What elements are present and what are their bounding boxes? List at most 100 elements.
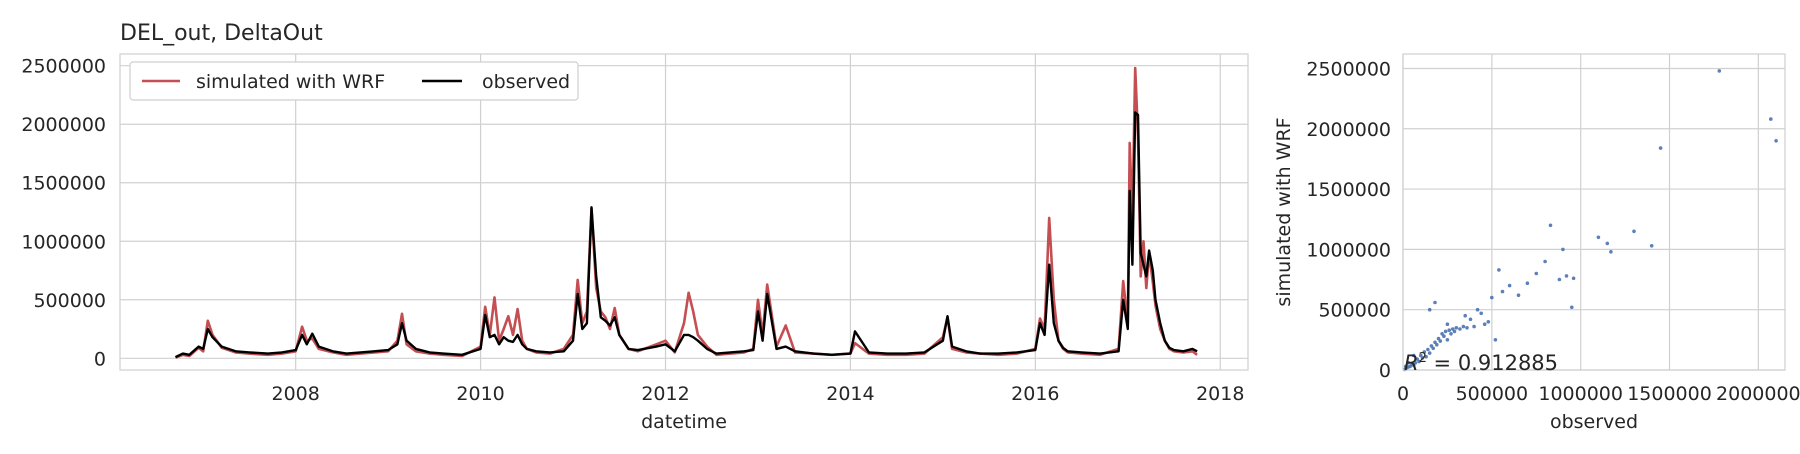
timeseries-frame — [119, 53, 1249, 371]
scatter-x-tick-label: 1000000 — [1538, 383, 1623, 405]
scatter-point — [1465, 326, 1469, 330]
scatter-point — [1417, 359, 1421, 364]
scatter-point — [1475, 307, 1480, 312]
r-symbol: R — [1404, 351, 1419, 375]
scatter-y-tick-label: 2000000 — [1306, 119, 1391, 141]
scatter-point — [1493, 338, 1498, 342]
scatter-point — [1442, 334, 1446, 339]
scatter-point — [1482, 322, 1487, 327]
scatter-point — [1443, 329, 1448, 334]
scatter-y-axis-label: simulated with WRF — [1273, 117, 1295, 306]
scatter-y-tick-label: 2500000 — [1306, 58, 1391, 80]
scatter-x-tick-label: 2000000 — [1716, 383, 1800, 405]
scatter-point — [1427, 351, 1432, 355]
timeseries-x-tick-label: 2016 — [1011, 383, 1059, 405]
legend-label-simulated: simulated with WRF — [196, 71, 385, 93]
scatter-point — [1426, 347, 1430, 352]
legend-box — [129, 61, 579, 101]
timeseries-y-tick-label: 0 — [94, 348, 106, 370]
scatter-point — [1548, 223, 1553, 228]
scatter-point — [1658, 146, 1663, 150]
scatter-x-tick-label: 0 — [1397, 383, 1409, 405]
legend: simulated with WRF observed — [129, 61, 579, 101]
scatter-y-tick-label: 500000 — [1318, 300, 1391, 322]
scatter-point — [1609, 250, 1613, 254]
timeseries-x-tick-label: 2010 — [456, 383, 504, 405]
scatter-point — [1561, 247, 1565, 252]
scatter-point — [1452, 329, 1457, 334]
series-line-simulated — [175, 66, 1198, 359]
timeseries-y-tick-label: 1000000 — [21, 231, 106, 253]
scatter-point — [1570, 305, 1574, 310]
timeseries-x-tick-label: 2012 — [641, 383, 689, 405]
scatter-point — [1769, 117, 1773, 121]
scatter-points — [1403, 69, 1778, 372]
scatter-point — [1449, 332, 1453, 336]
timeseries-chart: DEL_out, DeltaOut 0 500000 1000000 1500000 2… — [21, 21, 1249, 433]
scatter-point — [1717, 69, 1722, 73]
scatter-point — [1445, 338, 1450, 342]
timeseries-y-tick-label: 2000000 — [21, 114, 106, 136]
scatter-x-tick-label: 1500000 — [1627, 383, 1712, 405]
scatter-point — [1557, 277, 1562, 282]
r-squared-value: = 0.912885 — [1427, 351, 1558, 375]
series-line-observed — [174, 111, 1198, 359]
scatter-point — [1458, 327, 1462, 331]
scatter-y-tick-label: 1000000 — [1306, 239, 1391, 261]
scatter-frame — [1402, 53, 1786, 371]
scatter-point — [1427, 307, 1432, 312]
scatter-point — [1649, 244, 1654, 248]
scatter-point — [1490, 295, 1494, 300]
scatter-point — [1497, 268, 1501, 272]
scatter-point — [1571, 276, 1576, 281]
scatter-point — [1415, 357, 1419, 361]
scatter-x-axis-label: observed — [1550, 411, 1638, 433]
scatter-point — [1433, 300, 1437, 305]
scatter-point — [1447, 328, 1451, 333]
scatter-point — [1431, 346, 1435, 351]
scatter-point — [1463, 313, 1467, 318]
scatter-point — [1534, 271, 1539, 276]
scatter-point — [1507, 283, 1512, 288]
timeseries-x-axis-label: datetime — [641, 411, 727, 433]
scatter-point — [1445, 322, 1450, 327]
scatter-point — [1435, 342, 1439, 347]
scatter-point — [1605, 241, 1610, 246]
chart-title: DEL_out, DeltaOut — [120, 21, 323, 46]
timeseries-x-tick-label: 2008 — [271, 383, 319, 405]
timeseries-x-tick-label: 2014 — [826, 383, 874, 405]
scatter-point — [1774, 139, 1778, 143]
timeseries-y-tick-label: 2500000 — [21, 56, 106, 78]
scatter-point — [1461, 324, 1466, 329]
scatter-x-ticks: 0 500000 1000000 1500000 2000000 — [1397, 383, 1800, 405]
scatter-y-ticks: 0 500000 1000000 1500000 2000000 2500000 — [1306, 58, 1391, 382]
timeseries-x-ticks: 2008 2010 2012 2014 2016 2018 — [271, 383, 1244, 405]
scatter-point — [1596, 235, 1601, 240]
scatter-point — [1403, 364, 1408, 369]
scatter-point — [1543, 259, 1547, 264]
scatter-grid — [1402, 54, 1785, 371]
r-squared-annotation: R2 = 0.912885 — [1404, 351, 1558, 375]
scatter-point — [1516, 293, 1521, 298]
scatter-point — [1424, 354, 1428, 359]
scatter-point — [1411, 353, 1416, 358]
timeseries-y-tick-label: 1500000 — [21, 173, 106, 195]
scatter-point — [1486, 320, 1491, 324]
scatter-point — [1479, 311, 1483, 316]
timeseries-series — [174, 66, 1198, 359]
timeseries-y-ticks: 0 500000 1000000 1500000 2000000 2500000 — [21, 56, 106, 371]
r-squared-exponent: 2 — [1419, 351, 1427, 366]
scatter-point — [1468, 317, 1473, 322]
timeseries-x-tick-label: 2018 — [1196, 383, 1244, 405]
scatter-y-tick-label: 1500000 — [1306, 179, 1391, 201]
scatter-point — [1632, 229, 1636, 234]
scatter-point — [1406, 361, 1411, 365]
scatter-point — [1422, 350, 1427, 354]
scatter-point — [1436, 336, 1441, 341]
scatter-point — [1413, 361, 1418, 365]
scatter-point — [1564, 274, 1569, 278]
scatter-point — [1454, 326, 1459, 330]
scatter-point — [1500, 289, 1505, 294]
